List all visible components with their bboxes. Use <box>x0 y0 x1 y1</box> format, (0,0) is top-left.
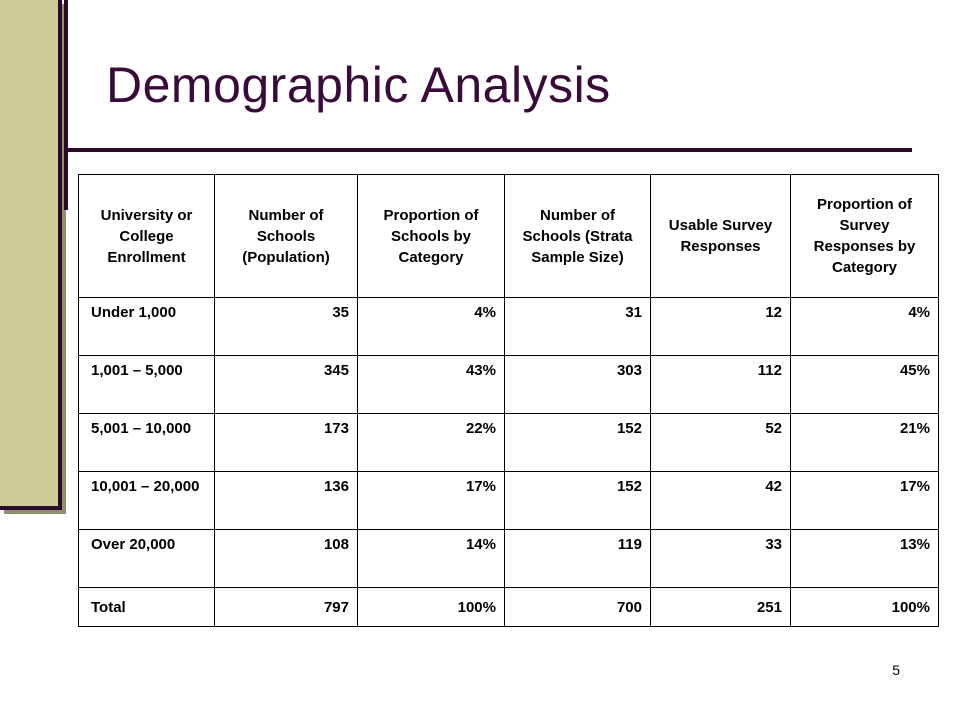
cell-proportion-schools: 4% <box>357 297 505 356</box>
table-row: Over 20,000 108 14% 119 33 13% <box>78 529 939 588</box>
cell-sample-size: 31 <box>504 297 651 356</box>
cell-enrollment: Under 1,000 <box>78 297 215 356</box>
cell-proportion-schools: 43% <box>357 355 505 414</box>
header-number-of-schools: Number of Schools (Population) <box>214 174 358 298</box>
header-enrollment: University or College Enrollment <box>78 174 215 298</box>
cell-responses: 33 <box>650 529 791 588</box>
cell-schools: 108 <box>214 529 358 588</box>
cell-proportion-schools: 14% <box>357 529 505 588</box>
cell-schools: 173 <box>214 413 358 472</box>
cell-proportion-responses: 4% <box>790 297 939 356</box>
side-panel-decoration <box>0 0 62 510</box>
cell-proportion-responses: 45% <box>790 355 939 414</box>
cell-proportion-responses: 21% <box>790 413 939 472</box>
cell-enrollment: Over 20,000 <box>78 529 215 588</box>
cell-enrollment: 1,001 – 5,000 <box>78 355 215 414</box>
cell-responses: 52 <box>650 413 791 472</box>
cell-schools: 797 <box>214 587 358 627</box>
frame-vertical-line <box>64 0 68 210</box>
slide-title: Demographic Analysis <box>106 57 611 113</box>
cell-responses: 42 <box>650 471 791 530</box>
header-proportion-of-responses: Proportion of Survey Responses by Catego… <box>790 174 939 298</box>
cell-proportion-responses: 17% <box>790 471 939 530</box>
cell-enrollment: Total <box>78 587 215 627</box>
cell-schools: 136 <box>214 471 358 530</box>
cell-responses: 251 <box>650 587 791 627</box>
cell-schools: 345 <box>214 355 358 414</box>
cell-proportion-schools: 100% <box>357 587 505 627</box>
cell-sample-size: 119 <box>504 529 651 588</box>
cell-sample-size: 152 <box>504 413 651 472</box>
frame-horizontal-line <box>64 148 912 152</box>
table-row: Under 1,000 35 4% 31 12 4% <box>78 297 939 356</box>
cell-sample-size: 700 <box>504 587 651 627</box>
cell-proportion-responses: 100% <box>790 587 939 627</box>
cell-sample-size: 152 <box>504 471 651 530</box>
table-row: 5,001 – 10,000 173 22% 152 52 21% <box>78 413 939 472</box>
cell-proportion-responses: 13% <box>790 529 939 588</box>
header-proportion-of-schools: Proportion of Schools by Category <box>357 174 505 298</box>
cell-responses: 12 <box>650 297 791 356</box>
header-usable-responses: Usable Survey Responses <box>650 174 791 298</box>
cell-enrollment: 10,001 – 20,000 <box>78 471 215 530</box>
header-strata-sample-size: Number of Schools (Strata Sample Size) <box>504 174 651 298</box>
table-header-row: University or College Enrollment Number … <box>78 174 939 298</box>
cell-enrollment: 5,001 – 10,000 <box>78 413 215 472</box>
demographic-table: University or College Enrollment Number … <box>78 174 939 627</box>
cell-sample-size: 303 <box>504 355 651 414</box>
cell-proportion-schools: 22% <box>357 413 505 472</box>
table-row: 10,001 – 20,000 136 17% 152 42 17% <box>78 471 939 530</box>
cell-responses: 112 <box>650 355 791 414</box>
table-row: 1,001 – 5,000 345 43% 303 112 45% <box>78 355 939 414</box>
cell-proportion-schools: 17% <box>357 471 505 530</box>
cell-schools: 35 <box>214 297 358 356</box>
table-total-row: Total 797 100% 700 251 100% <box>78 587 939 627</box>
page-number: 5 <box>892 662 900 678</box>
